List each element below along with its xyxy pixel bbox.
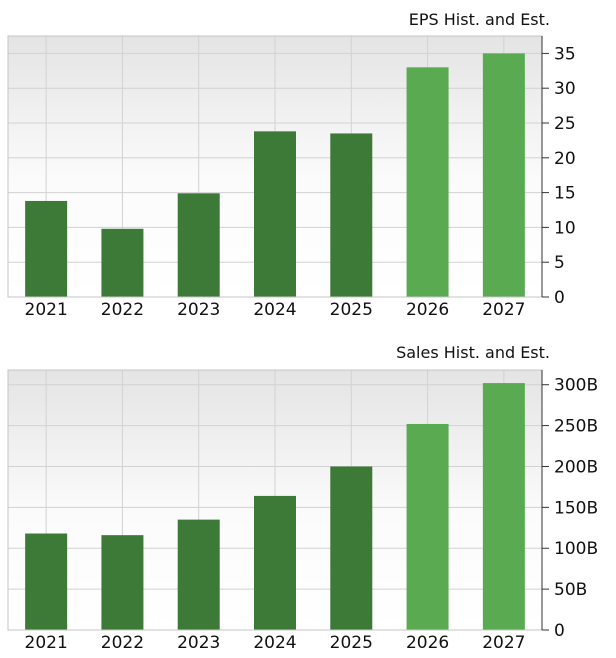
- y-tick-label: 50B: [554, 580, 587, 600]
- x-tick-label: 2022: [101, 300, 144, 320]
- y-tick-label: 100B: [554, 539, 598, 559]
- y-tick-label: 20: [554, 149, 576, 169]
- x-tick-label: 2023: [177, 633, 220, 653]
- y-tick-label: 300B: [554, 376, 598, 396]
- y-tick-label: 0: [554, 621, 565, 641]
- chart-title: Sales Hist. and Est.: [396, 343, 550, 362]
- eps-bar-2023: [177, 193, 220, 297]
- y-tick-label: 0: [554, 288, 565, 308]
- eps-bar-2025: [330, 133, 373, 297]
- eps-bar-2021: [25, 200, 68, 297]
- x-tick-label: 2022: [101, 633, 144, 653]
- x-tick-label: 2027: [482, 300, 525, 320]
- sales-bar-2024: [254, 495, 296, 630]
- y-tick-label: 15: [554, 184, 576, 204]
- x-tick-label: 2027: [482, 633, 525, 653]
- sales-bar-2023: [177, 519, 220, 630]
- x-tick-label: 2021: [25, 300, 68, 320]
- x-tick-label: 2025: [330, 300, 373, 320]
- sales-bar-2025: [330, 466, 373, 630]
- chart-title: EPS Hist. and Est.: [408, 10, 550, 29]
- y-tick-label: 30: [554, 79, 576, 99]
- x-tick-label: 2024: [253, 300, 296, 320]
- x-tick-label: 2021: [25, 633, 68, 653]
- eps-chart: EPS Hist. and Est. 0 5 10 15 20 25 30 35 2021 202…: [7, 10, 576, 320]
- eps-bar-2024: [254, 131, 296, 297]
- sales-bar-2026: [406, 423, 449, 630]
- eps-bar-2026: [406, 67, 449, 297]
- y-tick-label: 10: [554, 218, 576, 238]
- y-tick-label: 35: [554, 44, 576, 64]
- x-tick-label: 2026: [406, 633, 449, 653]
- y-tick-label: 250B: [554, 417, 598, 437]
- x-tick-label: 2024: [253, 633, 296, 653]
- y-tick-label: 200B: [554, 457, 598, 477]
- eps-bar-2027: [482, 53, 525, 298]
- x-tick-label: 2026: [406, 300, 449, 320]
- x-tick-label: 2023: [177, 300, 220, 320]
- y-tick-label: 150B: [554, 498, 598, 518]
- y-tick-label: 25: [554, 114, 576, 134]
- y-tick-label: 5: [554, 253, 565, 273]
- sales-bar-2022: [101, 535, 144, 630]
- x-tick-label: 2025: [330, 633, 373, 653]
- eps-bar-2022: [101, 228, 144, 297]
- sales-bar-2027: [482, 383, 525, 630]
- sales-bar-2021: [25, 533, 68, 630]
